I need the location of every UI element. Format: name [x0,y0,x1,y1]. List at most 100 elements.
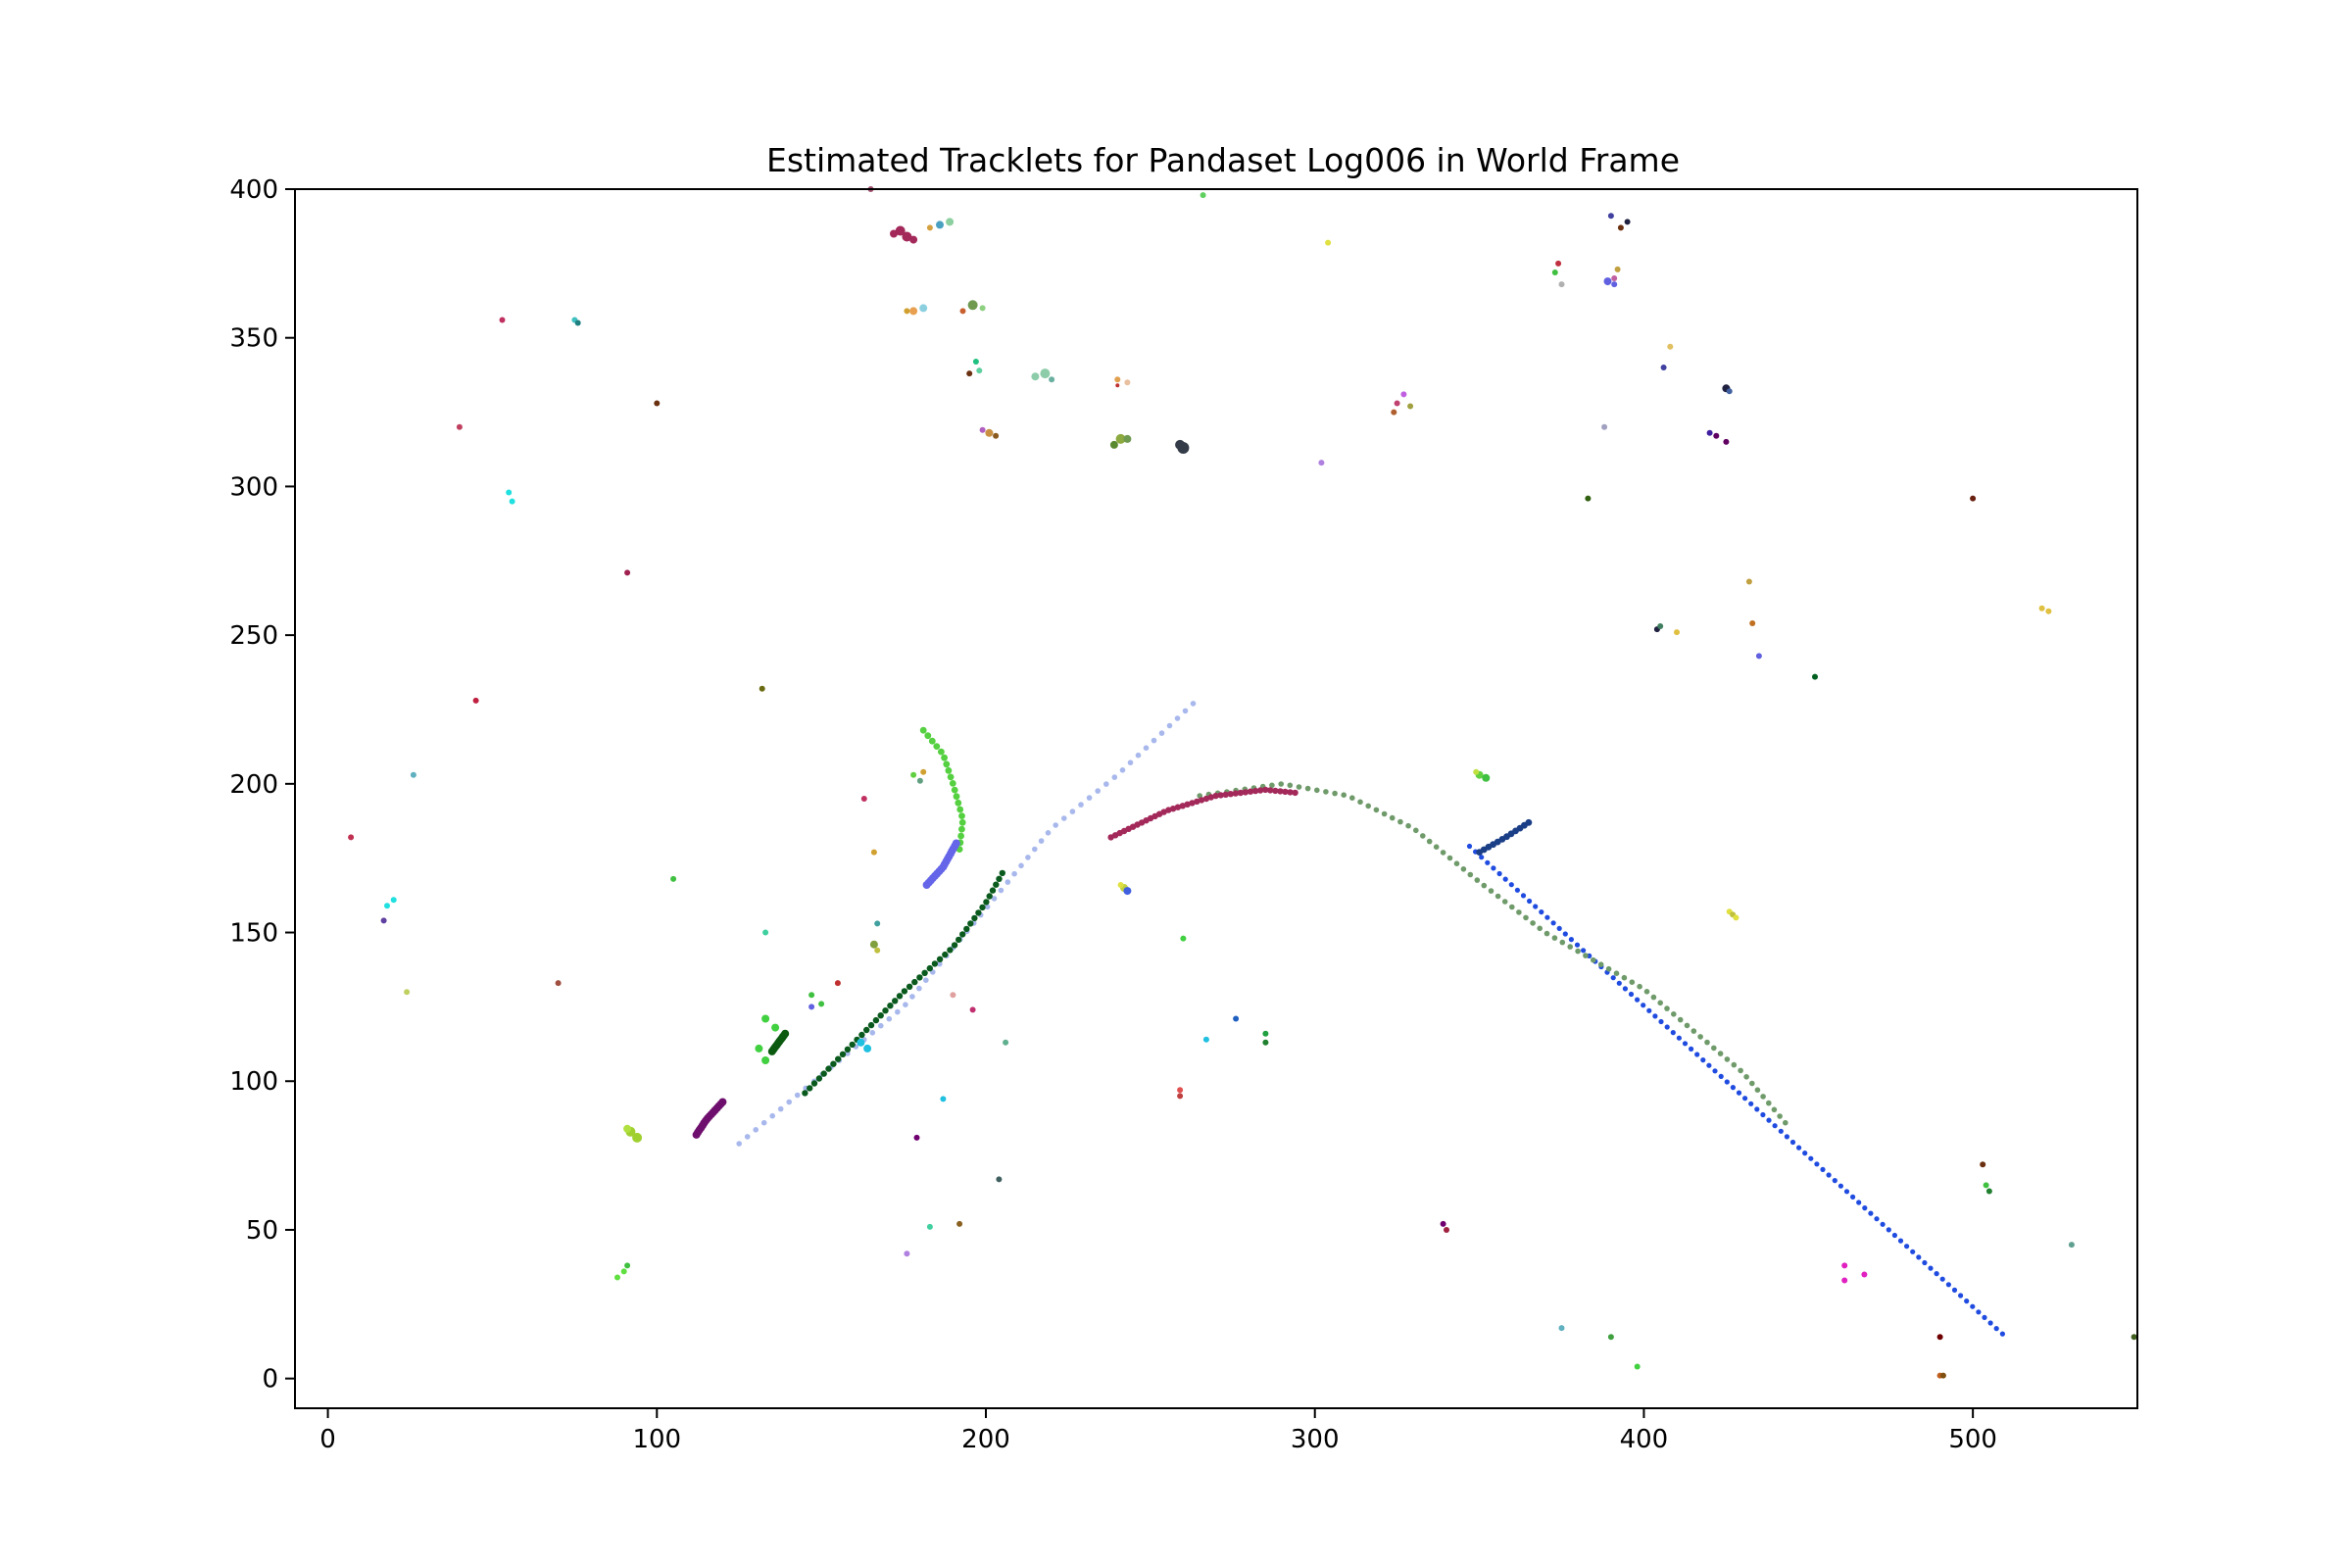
x-tick-label: 400 [1620,1425,1669,1454]
tracklet-2-point [1731,1061,1738,1068]
tracklet-point [1551,270,1558,275]
tracklet-0-point [1550,920,1556,926]
x-tick-label: 100 [632,1425,681,1454]
tracklet-4-point [936,956,944,962]
tracklet-4-point [872,1016,880,1024]
tracklet-point [1723,438,1730,445]
y-tick-label: 250 [229,621,278,651]
tracklet-point [1985,1188,1992,1195]
tracklet-2-point [1650,994,1657,1001]
tracklet-point [985,428,994,437]
tracklet-3-point [1198,797,1205,804]
tracklet-6-point [945,766,953,774]
tracklet-0-point [1796,1145,1802,1151]
tracklet-6-point [955,799,962,807]
tracklet-0-point [1520,893,1527,899]
tracklet-point [857,1038,865,1047]
tracklet-4-point [983,899,990,906]
tracklet-2-point [1509,904,1515,910]
tracklet-point [874,920,881,927]
tracklet-4-point [967,920,974,927]
tracklet-point [936,220,944,229]
tracklet-0-point [1910,1249,1916,1254]
tracklet-3-point [1267,787,1274,794]
tracklet-1-point [886,1015,893,1022]
tracklet-point [967,300,978,311]
tracklet-point [1585,495,1592,502]
tracklet-0-point [1635,997,1641,1003]
tracklet-point [940,1096,947,1102]
tracklet-6-point [941,754,948,761]
tracklet-1-point [1151,737,1157,744]
tracklet-2-point [1494,893,1501,900]
tracklet-point [1177,1087,1184,1094]
tracklet-point [1607,1334,1614,1341]
tracklet-0-point [1676,1035,1682,1041]
tracklet-point [623,1124,632,1133]
tracklet-3-point [1237,789,1245,797]
tracklet-6-point [951,786,958,794]
tracklet-3-point [1222,791,1229,798]
tracklet-2-point [1349,795,1355,801]
tracklet-point [909,307,918,316]
tracklet-0-point [1682,1041,1689,1047]
tracklet-0-point [1784,1134,1789,1140]
tracklet-point [910,771,917,778]
tracklet-point [2068,1242,2075,1249]
tracklet-2-point [1373,807,1380,813]
tracklet-point [1667,343,1674,350]
tracklet-1-point [1103,781,1109,787]
tracklet-point [1624,219,1631,225]
tracklet-point [1407,403,1414,410]
tracklet-point [946,218,955,226]
tracklet-1-point [1045,830,1052,836]
tracklet-1-point [998,887,1004,894]
tracklet-point [919,304,928,313]
tracklet-0-point [1628,991,1635,998]
tracklet-0-point [1610,975,1616,981]
tracklet-2-point [1488,888,1494,894]
tracklet-1-point [1119,767,1126,773]
tracklet-point [926,1223,933,1230]
tracklet-2-point [1677,1016,1684,1023]
tracklet-point [1200,192,1206,199]
tracklet-1-point [869,1030,876,1036]
tracklet-point [499,317,506,323]
tracklet-2-point [1724,1056,1731,1062]
tracklet-6-point [943,760,951,768]
tracklet-point [1123,434,1132,443]
y-tick-label: 100 [229,1067,278,1097]
tracklet-1-point [984,904,991,910]
tracklet-1-point [1095,788,1101,794]
tracklet-1-point [760,1119,767,1126]
tracklet-2-point [1332,790,1338,797]
tracklet-point [959,308,966,315]
tracklet-0-point [1724,1079,1730,1085]
tracklet-point [926,224,933,231]
tracklet-4-point [979,904,986,911]
tracklet-point [1115,383,1120,388]
tracklet-3-point [1251,787,1259,795]
tracklet-4-point [839,1051,847,1058]
tracklet-1-point [1135,752,1142,759]
tracklet-3-point [1207,794,1215,801]
tracklet-1-point [1143,745,1150,751]
tracklet-3-point [1277,788,1284,795]
tracklet-point [1745,578,1752,585]
tracklet-point [614,1274,620,1281]
tracklet-point [950,992,956,999]
tracklet-point [1558,1325,1565,1332]
y-axis: 0 50 100 150 200 250 300 350 400 [229,175,295,1395]
tracklet-2-point [1516,909,1522,915]
tracklet-0-point [1964,1298,1970,1304]
tracklet-2-point [1357,799,1363,806]
tracklet-2-point [1460,866,1467,872]
tracklet-point [904,308,910,315]
tracklet-0-point [1856,1200,1862,1205]
tracklet-0-point [1976,1309,1982,1315]
tracklet-point [410,771,416,778]
tracklet-0-point [1712,1068,1718,1074]
tracklet-point [993,432,1000,439]
tracklet-point [654,400,661,407]
tracklet-point [1031,372,1040,381]
